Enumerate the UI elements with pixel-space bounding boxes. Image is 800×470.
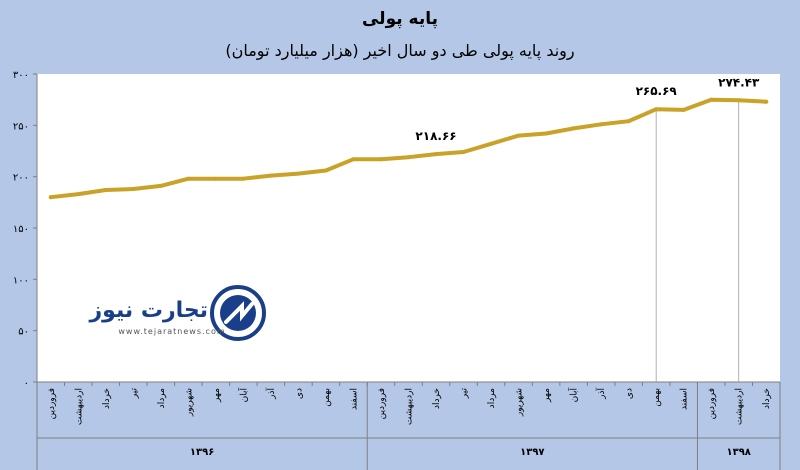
x-tick-label: آبان xyxy=(568,388,580,403)
y-tick-label: ۳۰۰ xyxy=(13,70,29,81)
data-point xyxy=(709,97,714,102)
x-tick-label: بهمن xyxy=(322,388,332,407)
data-point xyxy=(158,183,163,188)
year-group-label: ۱۳۹۶ xyxy=(190,447,214,458)
x-axis-labels: فروردین اردیبهشت خرداد تیر مرداد شهریور مهر آبا… xyxy=(36,382,781,470)
data-point xyxy=(241,176,246,181)
data-labels: ۲۱۸.۶۶ ۲۶۵.۶۹ ۲۷۴.۴۳ xyxy=(415,75,760,143)
series-group xyxy=(48,97,769,200)
year-group-label: ۱۳۹۸ xyxy=(727,447,751,458)
x-tick-label: فروردین xyxy=(707,388,717,419)
data-label: ۲۶۵.۶۹ xyxy=(636,84,678,98)
logo-inner-icon xyxy=(220,295,256,331)
x-tick-label: بهمن xyxy=(652,388,662,407)
data-point xyxy=(764,99,769,104)
x-tick-label: خرداد xyxy=(102,388,112,409)
y-tick-label: ۵۰ xyxy=(18,327,29,338)
data-point xyxy=(351,157,356,162)
chart-subtitle: روند پایه پولی طی دو سال اخیر (هزار میلی… xyxy=(225,41,574,61)
data-point xyxy=(681,107,686,112)
data-point xyxy=(76,192,81,197)
data-point xyxy=(654,107,659,112)
x-tick-label: تیر xyxy=(460,388,470,400)
y-tick-label: ۲۵۰ xyxy=(13,121,29,132)
data-point xyxy=(736,98,741,103)
data-point xyxy=(103,188,108,193)
x-tick-label: فروردین xyxy=(47,388,57,419)
x-tick-label: آذر xyxy=(595,388,607,400)
x-tick-label: اردیبهشت xyxy=(735,388,745,425)
data-point xyxy=(296,171,301,176)
data-point xyxy=(461,150,466,155)
watermark-url: www.tejaratnews.com xyxy=(118,327,225,336)
data-point xyxy=(516,133,521,138)
watermark-brand: تجارت نیوز xyxy=(88,298,208,323)
tejaratnews-logo: تجارت نیوز www.tejaratnews.com xyxy=(88,285,266,341)
data-point xyxy=(571,126,576,131)
x-tick-label: مرداد xyxy=(157,388,167,408)
data-point xyxy=(626,119,631,124)
data-point xyxy=(268,173,273,178)
data-point xyxy=(323,168,328,173)
data-point xyxy=(406,155,411,160)
data-point xyxy=(599,122,604,127)
data-label: ۲۱۸.۶۶ xyxy=(415,129,456,143)
data-point xyxy=(378,157,383,162)
x-tick-label: شهریور xyxy=(515,388,525,417)
x-tick-label: اسفند xyxy=(680,388,690,410)
y-tick-label: ۰ xyxy=(24,378,29,389)
x-tick-label: فروردین xyxy=(377,388,387,419)
chart-title: پایه پولی xyxy=(362,9,438,29)
x-tick-label: اردیبهشت xyxy=(74,388,84,425)
x-tick-label: خرداد xyxy=(432,388,442,409)
x-tick-label: اردیبهشت xyxy=(405,388,415,425)
data-point xyxy=(48,195,53,200)
data-point xyxy=(489,141,494,146)
logo-arrow-icon xyxy=(224,301,254,324)
x-tick-label: مهر xyxy=(542,388,552,403)
x-tick-label: دی xyxy=(294,388,304,399)
x-tick-label: دی xyxy=(625,388,635,399)
x-tick-label: اسفند xyxy=(349,388,359,410)
data-point xyxy=(131,186,136,191)
x-tick-label: تیر xyxy=(129,388,139,400)
data-point xyxy=(213,176,218,181)
data-point xyxy=(434,152,439,157)
x-tick-label: آذر xyxy=(265,388,277,400)
data-point xyxy=(544,131,549,136)
year-group-label: ۱۳۹۷ xyxy=(520,447,544,458)
data-label: ۲۷۴.۴۳ xyxy=(718,75,760,89)
y-tick-label: ۱۰۰ xyxy=(13,275,29,286)
reference-lines xyxy=(655,100,740,382)
x-tick-label: مهر xyxy=(212,388,222,403)
y-tick-label: ۲۰۰ xyxy=(13,173,29,184)
x-tick-label: شهریور xyxy=(184,388,194,417)
data-point xyxy=(186,176,191,181)
x-tick-label: خرداد xyxy=(762,388,772,409)
x-tick-label: مرداد xyxy=(487,388,497,408)
y-tick-label: ۱۵۰ xyxy=(13,224,29,235)
x-tick-label: آبان xyxy=(237,388,249,403)
